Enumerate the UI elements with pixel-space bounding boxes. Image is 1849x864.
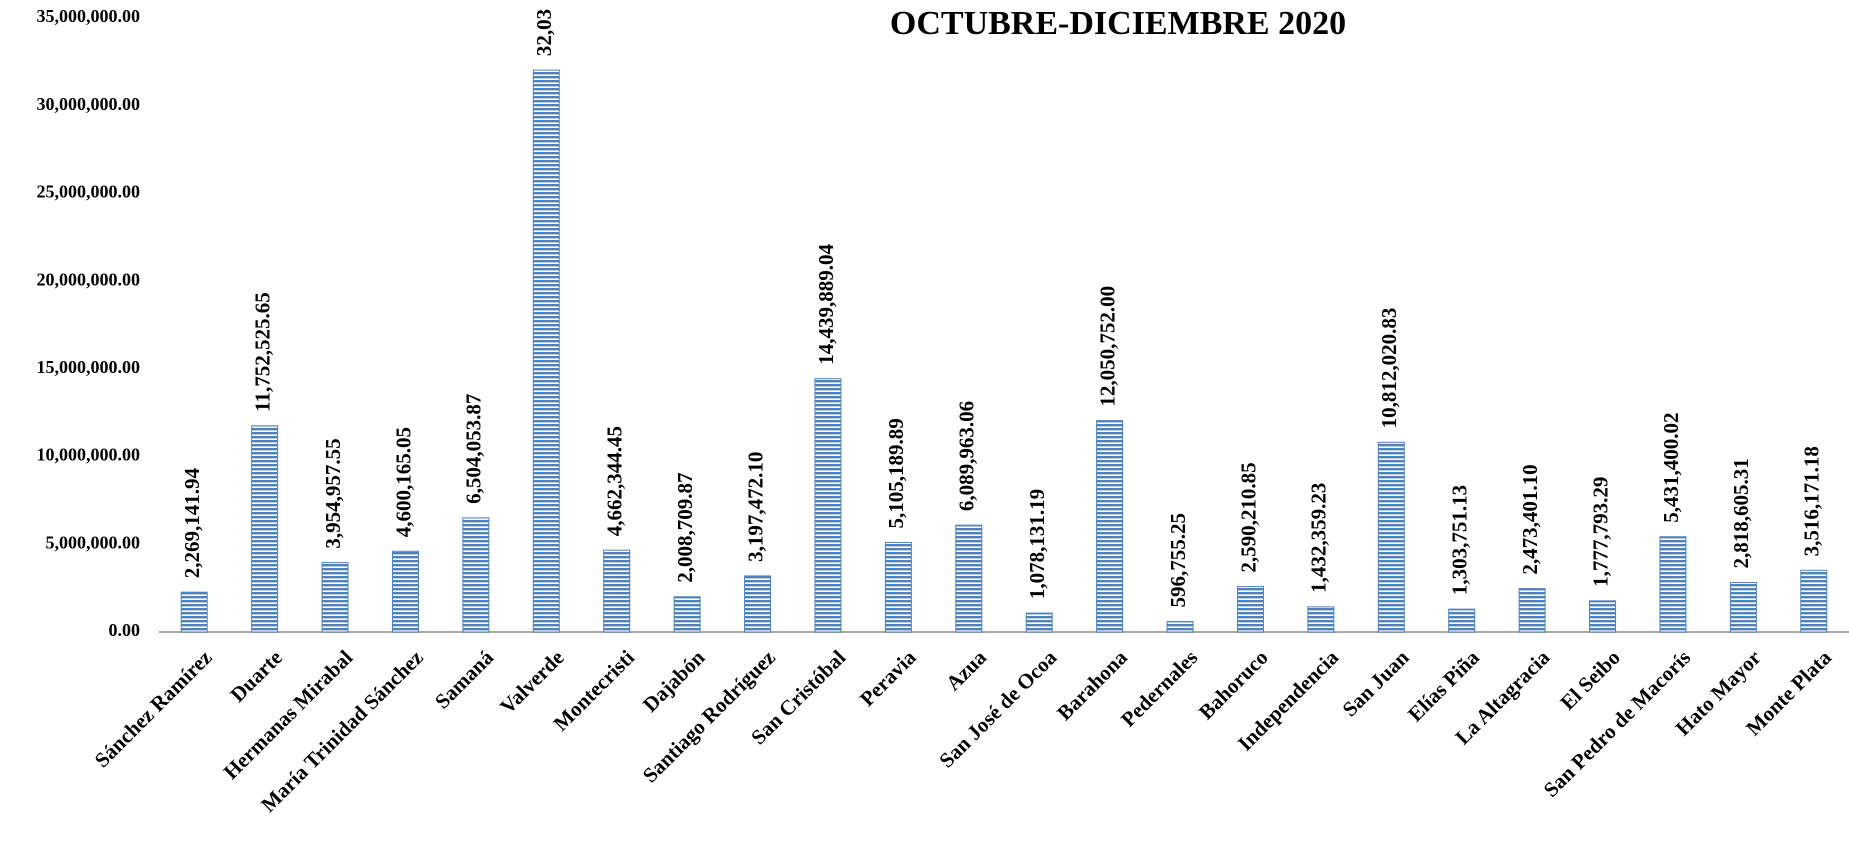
- data-label: 3,954,957.55: [321, 438, 345, 548]
- bar: [1236, 586, 1264, 633]
- bar: [744, 575, 772, 633]
- x-tick-label: Sánchez Ramírez: [90, 645, 217, 772]
- bar: [251, 425, 279, 633]
- bar: [1307, 606, 1335, 633]
- y-tick-label: 0.00: [109, 620, 141, 640]
- x-tick-label: Azua: [941, 645, 991, 695]
- x-tick-label: El Seibo: [1555, 645, 1624, 714]
- data-label: 32,03: [532, 9, 556, 56]
- x-tick-label: San José de Ocoa: [934, 645, 1061, 772]
- data-label: 3,197,472.10: [743, 452, 767, 562]
- data-label: 596,755.25: [1166, 513, 1190, 608]
- bar: [180, 591, 208, 633]
- data-label: 1,078,131.19: [1025, 489, 1049, 599]
- data-label: 1,777,793.29: [1588, 477, 1612, 587]
- data-label: 12,050,752.00: [1095, 286, 1119, 407]
- bar: [603, 549, 631, 633]
- bar: [391, 550, 419, 633]
- data-label: 1,303,751.13: [1448, 485, 1472, 595]
- data-label: 6,089,963.06: [955, 401, 979, 511]
- y-tick-label: 30,000,000.00: [37, 94, 141, 114]
- bar: [955, 524, 983, 633]
- bar: [1800, 569, 1828, 633]
- y-tick-label: 20,000,000.00: [37, 269, 141, 289]
- bar: [884, 541, 912, 633]
- bar: [532, 69, 560, 633]
- data-label: 5,431,400.02: [1659, 412, 1683, 522]
- bar: [1448, 608, 1476, 633]
- bar: [814, 378, 842, 633]
- y-tick-label: 15,000,000.00: [37, 357, 141, 377]
- bar: [1659, 536, 1687, 633]
- y-tick-label: 25,000,000.00: [37, 182, 141, 202]
- data-label: 2,590,210.85: [1236, 462, 1260, 572]
- x-tick-label: Valverde: [495, 645, 568, 718]
- y-tick-label: 5,000,000.00: [46, 532, 141, 552]
- bar: [462, 517, 490, 633]
- x-tick-label: Duarte: [225, 645, 287, 707]
- bar: [1729, 582, 1757, 633]
- bar: [1518, 588, 1546, 633]
- data-label: 11,752,525.65: [250, 292, 274, 412]
- data-label: 3,516,171.18: [1800, 446, 1824, 556]
- data-label: 5,105,189.89: [884, 418, 908, 528]
- x-tick-label: Hermanas Mirabal: [219, 645, 358, 784]
- x-tick-label: Dajabón: [638, 645, 710, 717]
- x-tick-label: Pedernales: [1116, 645, 1202, 731]
- data-label: 2,473,401.10: [1518, 464, 1542, 574]
- data-label: 14,439,889.04: [814, 243, 838, 364]
- data-label: 2,008,709.87: [673, 473, 697, 583]
- data-label: 2,818,605.31: [1729, 458, 1753, 568]
- bar: [1589, 600, 1617, 633]
- bar: [1166, 621, 1194, 633]
- bar: [1025, 612, 1053, 633]
- bar: [673, 596, 701, 633]
- bar: [1377, 441, 1405, 633]
- y-tick-label: 35,000,000.00: [37, 6, 141, 26]
- data-label: 1,432,359.23: [1307, 483, 1331, 593]
- bar: [1096, 420, 1124, 633]
- data-label: 4,600,165.05: [391, 427, 415, 537]
- data-label: 2,269,141.94: [180, 467, 204, 578]
- x-tick-label: Peravia: [855, 645, 921, 711]
- x-tick-label: Santiago Rodríguez: [638, 645, 780, 787]
- data-label: 4,662,344.45: [603, 426, 627, 536]
- chart-title: OCTUBRE-DICIEMBRE 2020: [890, 5, 1346, 42]
- data-label: 10,812,020.83: [1377, 308, 1401, 429]
- x-tick-label: Samaná: [430, 645, 498, 713]
- data-label: 6,504,053.87: [462, 394, 486, 504]
- bar: [321, 562, 349, 633]
- y-tick-label: 10,000,000.00: [37, 445, 141, 465]
